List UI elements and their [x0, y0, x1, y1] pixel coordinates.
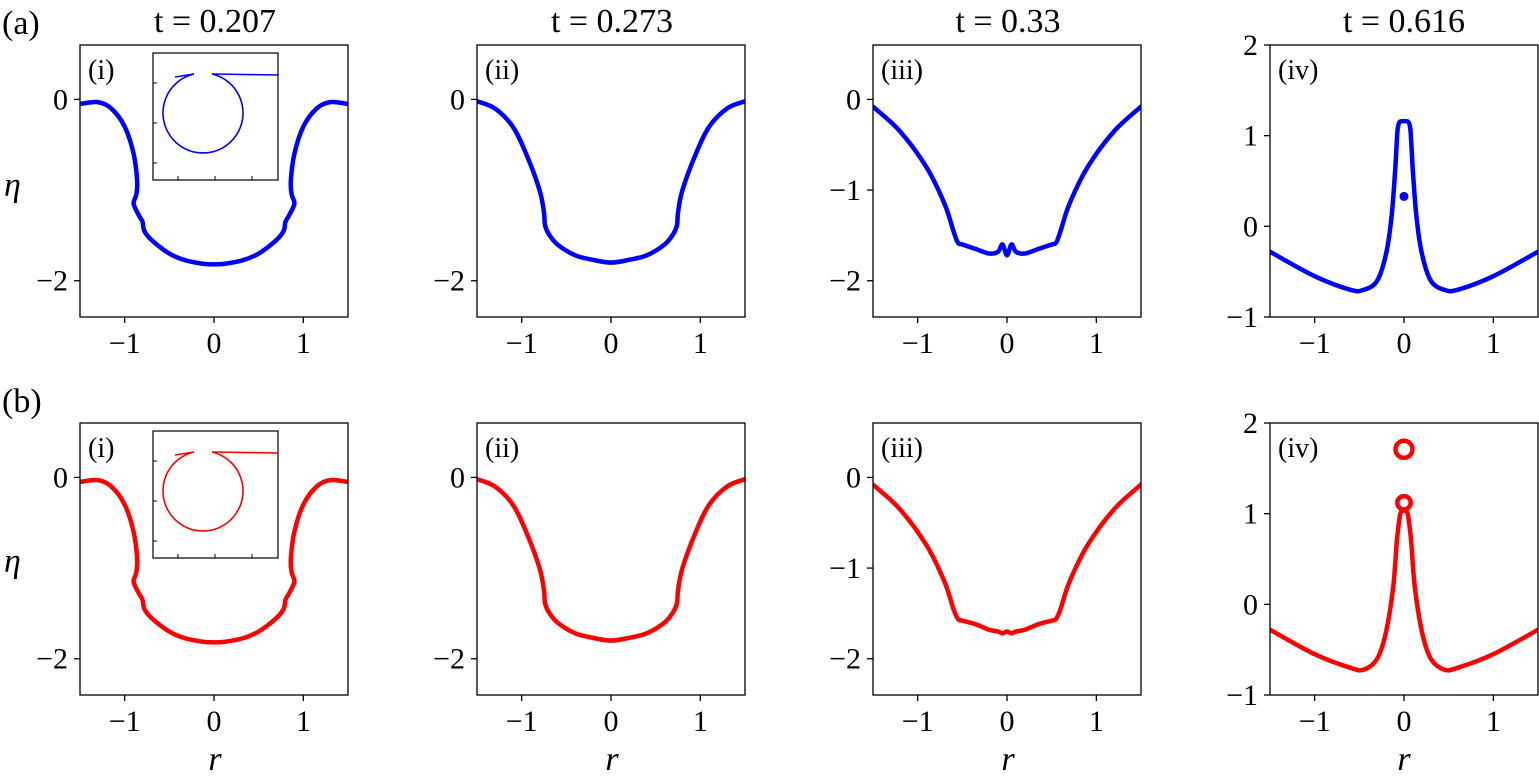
panel-tag: (iv)	[1278, 55, 1318, 86]
y-tick-label: 0	[1243, 588, 1258, 621]
y-tick-label: 0	[53, 461, 68, 494]
x-tick-label: 0	[604, 327, 619, 360]
y-tick-label: −2	[36, 265, 68, 298]
panel-a-3: −1 0 1 −2 −1 0 (iii)	[829, 44, 1142, 360]
y-tick-label: −1	[1226, 679, 1258, 712]
x-tick-label: 1	[296, 705, 311, 738]
x-tick-label: 0	[1397, 705, 1412, 738]
panel-tag: (iv)	[1278, 433, 1318, 464]
interface-curve	[873, 104, 1141, 258]
x-tick-label: 1	[1486, 327, 1501, 360]
inset-curve-left	[174, 451, 195, 456]
x-tick-label: 0	[1000, 705, 1015, 738]
panel-tag: (ii)	[485, 433, 519, 464]
y-tick-label: 0	[846, 83, 861, 116]
droplet	[1395, 493, 1413, 512]
interface-curve	[477, 98, 745, 265]
inset-frame	[152, 52, 279, 181]
x-tick-label: −1	[109, 705, 141, 738]
x-tick-label: 0	[1397, 327, 1412, 360]
row-label-b: (b)	[2, 383, 42, 420]
inset-curve	[162, 451, 279, 532]
x-tick-label: −1	[506, 327, 538, 360]
inset-frame	[152, 430, 279, 559]
y-axis-label-b: η	[4, 543, 21, 580]
interface-curve	[873, 482, 1141, 636]
panel-b-4: −1 0 1 −1 0 1 2 (iv)	[1226, 407, 1539, 738]
panel-tag: (ii)	[485, 55, 519, 86]
y-tick-label: 0	[846, 461, 861, 494]
y-tick-label: −2	[829, 643, 861, 676]
inset-curve	[162, 73, 279, 154]
x-tick-label: 0	[1000, 327, 1015, 360]
x-tick-label: 1	[693, 705, 708, 738]
column-title-2: t = 0.273	[551, 3, 673, 40]
x-axis-label-3: r	[1001, 741, 1015, 778]
inset-curve-left	[174, 73, 195, 78]
x-tick-label: −1	[902, 705, 934, 738]
y-tick-label: 0	[53, 83, 68, 116]
x-axis-label-1: r	[208, 741, 222, 778]
y-tick-label: 1	[1243, 120, 1258, 153]
panel-a-4: −1 0 1 −1 0 1 2 (iv)	[1226, 29, 1539, 360]
x-tick-label: −1	[506, 705, 538, 738]
interface-curve	[80, 99, 348, 267]
panel-b-1: −1 0 1 −2 0 (i)	[36, 422, 349, 738]
row-label-a: (a)	[2, 5, 40, 42]
column-title-4: t = 0.616	[1343, 3, 1465, 40]
panel-tag: (iii)	[881, 55, 923, 86]
y-tick-label: −2	[829, 265, 861, 298]
y-tick-label: 0	[450, 461, 465, 494]
y-tick-label: −1	[829, 552, 861, 585]
y-tick-label: 2	[1243, 407, 1258, 440]
interface-curve	[80, 477, 348, 645]
panel-a-2: −1 0 1 −2 0 (ii)	[433, 44, 746, 360]
x-tick-label: 1	[1089, 327, 1104, 360]
panel-b-2: −1 0 1 −2 0 (ii)	[433, 422, 746, 738]
panel-b-3: −1 0 1 −2 −1 0 (iii)	[829, 422, 1142, 738]
interface-curve	[1270, 118, 1538, 294]
x-tick-label: −1	[1299, 705, 1331, 738]
y-tick-label: −1	[1226, 301, 1258, 334]
x-tick-label: 1	[1089, 705, 1104, 738]
y-tick-label: 2	[1243, 29, 1258, 62]
column-title-3: t = 0.33	[955, 3, 1060, 40]
y-tick-label: −1	[829, 174, 861, 207]
x-tick-label: 0	[207, 327, 222, 360]
x-tick-label: −1	[902, 327, 934, 360]
y-tick-label: −2	[36, 643, 68, 676]
y-axis-label-a: η	[4, 167, 21, 204]
x-tick-label: 1	[1486, 705, 1501, 738]
x-axis-label-2: r	[605, 741, 619, 778]
x-tick-label: 1	[693, 327, 708, 360]
droplet	[1393, 438, 1415, 461]
x-tick-label: 1	[296, 327, 311, 360]
x-tick-label: 0	[604, 705, 619, 738]
panel-tag: (i)	[88, 433, 114, 464]
x-tick-label: 0	[207, 705, 222, 738]
y-tick-label: 1	[1243, 498, 1258, 531]
column-title-1: t = 0.207	[154, 3, 276, 40]
y-tick-label: −2	[433, 265, 465, 298]
droplet	[1399, 191, 1409, 201]
panel-tag: (i)	[88, 55, 114, 86]
x-tick-label: −1	[109, 327, 141, 360]
panel-tag: (iii)	[881, 433, 923, 464]
y-tick-label: 0	[1243, 210, 1258, 243]
x-tick-label: −1	[1299, 327, 1331, 360]
interface-curve	[477, 476, 745, 643]
y-tick-label: 0	[450, 83, 465, 116]
panel-a-1: −1 0 1 −2 0 (i)	[36, 44, 349, 360]
x-axis-label-4: r	[1397, 741, 1411, 778]
y-tick-label: −2	[433, 643, 465, 676]
interface-curve	[1270, 507, 1538, 673]
